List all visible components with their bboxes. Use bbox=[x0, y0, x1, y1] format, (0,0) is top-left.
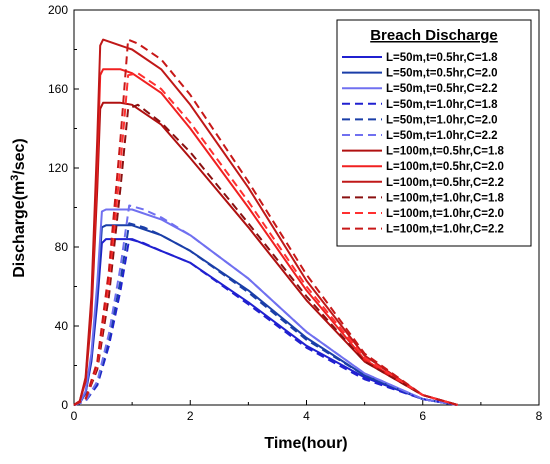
legend-label-7: L=100m,t=0.5hr,C=1.8 bbox=[386, 146, 505, 158]
x-axis-title: Time(hour) bbox=[264, 435, 347, 452]
legend-label-10: L=100m,t=1.0hr,C=1.8 bbox=[386, 192, 505, 204]
x-tick-label: 4 bbox=[303, 409, 310, 423]
legend-label-5: L=50m,t=1.0hr,C=2.0 bbox=[386, 114, 498, 126]
legend-items: L=50m,t=0.5hr,C=1.8 L=50m,t=0.5hr,C=2.0 L=… bbox=[342, 52, 505, 236]
series-line-6 bbox=[73, 204, 458, 406]
y-axis-title-main: Discharge(m bbox=[11, 181, 28, 278]
legend-label-2: L=50m,t=0.5hr,C=2.0 bbox=[386, 68, 498, 80]
y-tick-label: 200 bbox=[48, 3, 68, 17]
y-tick-label: 80 bbox=[55, 240, 69, 254]
y-tick-label: 160 bbox=[48, 82, 68, 96]
series-layer bbox=[73, 38, 458, 406]
series-line-11 bbox=[73, 72, 458, 406]
legend-label-9: L=100m,t=0.5hr,C=2.2 bbox=[386, 177, 504, 189]
x-tick-label: 2 bbox=[187, 409, 194, 423]
y-axis-title-tail: /sec) bbox=[11, 138, 28, 174]
legend-label-4: L=50m,t=1.0hr,C=1.8 bbox=[386, 99, 498, 111]
x-axis-ticks: 0 2 4 6 8 bbox=[71, 400, 543, 423]
y-tick-label: 40 bbox=[55, 319, 69, 333]
series-line-12 bbox=[73, 38, 458, 406]
legend-label-11: L=100m,t=1.0hr,C=2.0 bbox=[386, 208, 504, 220]
legend-label-3: L=50m,t=0.5hr,C=2.2 bbox=[386, 83, 498, 95]
y-axis-title-sup: 3 bbox=[9, 175, 21, 181]
legend-label-1: L=50m,t=0.5hr,C=1.8 bbox=[386, 52, 498, 64]
legend-label-8: L=100m,t=0.5hr,C=2.0 bbox=[386, 161, 504, 173]
x-tick-label: 0 bbox=[71, 409, 78, 423]
y-axis-ticks: 0 40 80 120 160 200 bbox=[48, 3, 79, 412]
y-tick-label: 0 bbox=[61, 398, 68, 412]
y-tick-label: 120 bbox=[48, 161, 68, 175]
y-axis-title: Discharge(m3/sec) bbox=[9, 138, 28, 278]
x-tick-label: 8 bbox=[536, 409, 543, 423]
legend-label-12: L=100m,t=1.0hr,C=2.2 bbox=[386, 224, 504, 236]
series-line-4 bbox=[73, 238, 458, 406]
legend: Breach Discharge L=50m,t=0.5hr,C=1.8L=50… bbox=[336, 19, 532, 247]
legend-title: Breach Discharge bbox=[370, 27, 498, 44]
legend-label-6: L=50m,t=1.0hr,C=2.2 bbox=[386, 130, 498, 142]
series-line-9 bbox=[73, 38, 458, 406]
x-tick-label: 6 bbox=[419, 409, 426, 423]
